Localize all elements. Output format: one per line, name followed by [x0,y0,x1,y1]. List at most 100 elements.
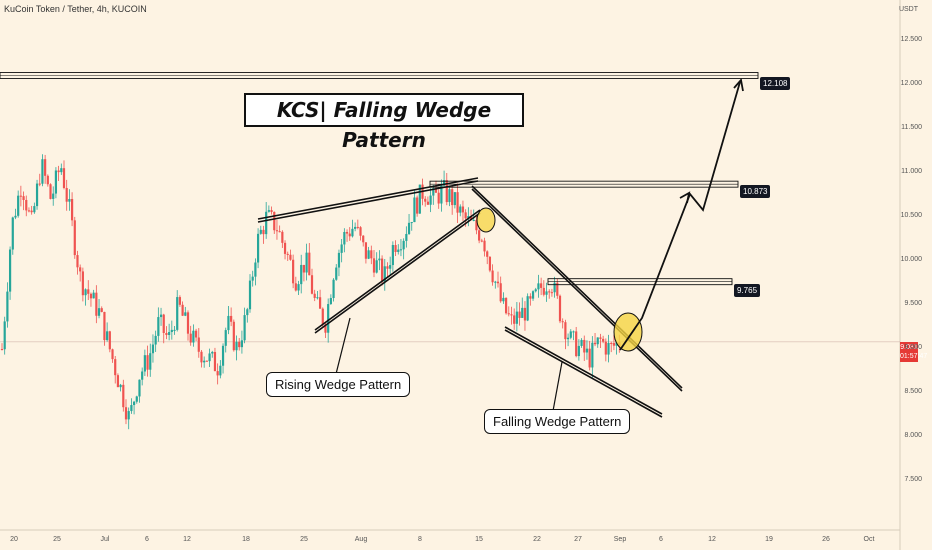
candle-body [540,283,543,288]
candle-body [194,330,198,338]
candle-body [283,242,287,254]
x-tick-label: Sep [613,536,627,543]
candle-body [566,337,570,340]
candle-body [504,297,508,314]
candle-body [130,405,133,412]
y-tick-label: 8.500 [904,388,922,395]
candle-body [418,184,421,214]
candle-body [275,230,279,232]
candle-body [610,342,613,344]
x-tick-label: Oct [863,536,875,543]
x-tick-label: 20 [10,536,18,543]
level-label-10873: 10.873 [740,185,771,198]
candle-body [580,339,583,346]
candle-body [149,353,152,370]
y-tick-label: 10.000 [900,256,922,263]
candle-body [356,226,359,228]
candle-body [157,317,160,336]
candle-body [602,338,605,342]
candle-body [548,291,551,293]
candle-body [124,407,128,420]
candle-body [33,206,36,213]
y-tick-label: 7.500 [904,476,922,483]
falling-wedge-lower-line-inner [504,329,663,418]
candle-body [453,192,456,206]
candle-body [475,219,478,231]
candle-body [79,267,82,272]
projection-path [619,81,741,351]
candle-body [221,345,225,366]
candle-body [397,249,400,253]
symbol-header: KuCoin Token / Tether, 4h, KUCOIN [4,4,147,14]
candle-body [132,401,136,406]
axis-unit: USDT [898,6,918,13]
candle-body [238,341,241,348]
candle-body [297,284,300,291]
candle-body [556,282,559,296]
candle-body [19,195,22,197]
x-tick-label: 6 [659,536,663,543]
candle-body [46,175,49,185]
candle-body [305,252,308,273]
candle-body [17,195,20,216]
candle-body [84,289,87,296]
candle-body [302,264,306,273]
y-tick-label: 11.500 [901,124,922,131]
candle-body [324,324,327,333]
x-tick-label: 26 [822,536,830,543]
candle-body [494,281,497,283]
candle-body [480,240,483,242]
candle-body [159,314,163,318]
candle-body [561,321,564,323]
candle-body [308,252,311,276]
candle-body [41,159,44,184]
candle-body [219,365,222,376]
x-tick-label: 12 [183,536,191,543]
x-tick-label: 8 [418,536,422,543]
x-tick-label: 6 [145,536,149,543]
candle-body [569,331,572,338]
candle-body [607,342,610,355]
candle-body [3,321,6,350]
candle-body [251,276,254,281]
candle-body [402,240,405,250]
candle-body [22,196,25,200]
candle-body [467,216,470,219]
candle-body [227,315,230,331]
candle-body [256,233,260,263]
candle-body [186,312,190,334]
candle-body [459,206,462,213]
candle-body [491,270,494,283]
candle-body [375,260,378,273]
candle-body [313,293,316,298]
candle-body [367,250,370,259]
current-price-tag: 9.081 01:57:47 [900,342,928,362]
candle-body [526,296,529,321]
candle-countdown: 01:57:47 [900,353,928,360]
candle-body [162,314,165,333]
candle-body [168,332,171,336]
candle-body [141,371,144,380]
chart-title-annotation: KCS| Falling Wedge Pattern [244,93,524,152]
candle-body [523,307,527,321]
candle-body [515,311,518,324]
candle-body [434,188,438,193]
candle-body [472,219,475,221]
candle-body [243,315,246,341]
candle-body [531,291,535,299]
candle-body [281,231,284,243]
candle-body [386,266,389,269]
candle-body [413,197,416,223]
candle-body [448,189,451,203]
x-tick-label: 19 [765,536,773,543]
rising-wedge-lower-line [314,209,481,331]
candle-body [38,183,41,185]
candle-body [380,258,384,282]
candle-body [49,184,52,199]
candle-body [488,256,492,271]
candle-body [230,315,233,322]
candle-body [456,192,459,213]
candle-body [410,222,413,224]
